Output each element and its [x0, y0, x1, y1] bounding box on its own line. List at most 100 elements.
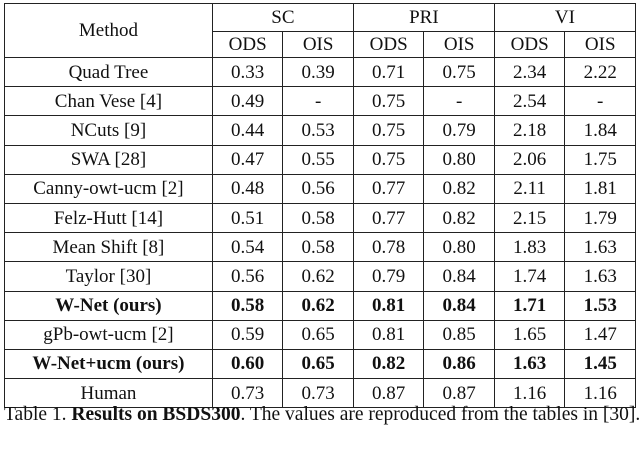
table-row: SWA [28] 0.47 0.55 0.75 0.80 2.06 1.75 [4, 145, 636, 175]
subheader-pri-ods: ODS [353, 31, 425, 58]
method-cell: Human [4, 378, 213, 408]
method-cell: gPb-owt-ucm [2] [4, 320, 213, 350]
method-cell: SWA [28] [4, 145, 213, 175]
value-cell-pri-ods: 0.75 [353, 86, 425, 116]
caption-title: Results on BSDS300 [71, 404, 241, 425]
method-cell: Mean Shift [8] [4, 232, 213, 262]
value-cell-vi-ois: 1.81 [583, 178, 617, 200]
method-cell: Quad Tree [4, 57, 213, 87]
value-cell-pri-ois: - [423, 86, 495, 116]
table-caption: Table 1. Results on BSDS300. The values … [4, 402, 640, 428]
caption-text: . The values are reproduced from the tab… [240, 404, 640, 425]
value-cell-sc-ods: 0.47 [212, 145, 284, 175]
value-cell-vi-ois: 1.79 [583, 207, 617, 229]
value-cell-pri-ods: 0.77 [353, 174, 425, 204]
results-table: Method SC PRI VI ODS OIS ODS OIS ODS OIS… [4, 3, 636, 409]
value-cell-pri-ois: 0.75 [423, 57, 495, 87]
value-cell-vi-ods: 1.71 [494, 291, 566, 321]
value-cell-sc-ods: 0.56 [212, 261, 284, 291]
value-cell-sc-ois: 0.56 [282, 174, 354, 204]
value-cell-vi-ois: 1.16 [583, 382, 617, 404]
table-row: Canny-owt-ucm [2] 0.48 0.56 0.77 0.82 2.11 1.8… [4, 174, 636, 204]
value-cell-sc-ois: 0.58 [282, 232, 354, 262]
value-cell-pri-ods: 0.79 [353, 261, 425, 291]
value-cell-vi-ods: 2.15 [494, 203, 566, 233]
value-cell-sc-ods: 0.44 [212, 115, 284, 146]
value-cell-pri-ois: 0.80 [423, 232, 495, 262]
value-cell-vi-ois: 2.22 [583, 61, 617, 83]
value-cell-sc-ois: 0.62 [282, 261, 354, 291]
value-cell-pri-ois: 0.84 [423, 291, 495, 321]
table-row: Human 0.73 0.73 0.87 0.87 1.16 1.16 [4, 378, 636, 408]
value-cell-sc-ois: 0.39 [282, 57, 354, 87]
value-cell-sc-ods: 0.48 [212, 174, 284, 204]
value-cell-pri-ois: 0.85 [423, 320, 495, 350]
value-cell-pri-ods: 0.75 [353, 115, 425, 146]
method-cell: W-Net+ucm (ours) [4, 349, 213, 379]
value-cell-pri-ois: 0.82 [423, 174, 495, 204]
value-cell-vi-ois: 1.63 [583, 236, 617, 258]
value-cell-sc-ois: 0.65 [282, 349, 354, 379]
method-cell: Chan Vese [4] [4, 86, 213, 116]
value-cell-pri-ois: 0.84 [423, 261, 495, 291]
value-cell-sc-ois: 0.58 [282, 203, 354, 233]
value-cell-pri-ois: 0.86 [423, 349, 495, 379]
group-header-vi: VI [554, 7, 575, 28]
value-cell-vi-ods: 1.83 [494, 232, 566, 262]
value-cell-vi-ods: 1.63 [494, 349, 566, 379]
table-row: W-Net (ours) 0.58 0.62 0.81 0.84 1.71 1.53 [4, 291, 636, 321]
value-cell-vi-ods: 1.65 [494, 320, 566, 350]
method-cell: W-Net (ours) [4, 291, 213, 321]
group-header-pri: PRI [353, 3, 495, 32]
value-cell-sc-ois: 0.65 [282, 320, 354, 350]
value-cell-vi-ois: 1.84 [583, 119, 617, 141]
value-cell-pri-ois: 0.79 [423, 115, 495, 146]
value-cell-sc-ods: 0.49 [212, 86, 284, 116]
table-row: W-Net+ucm (ours) 0.60 0.65 0.82 0.86 1.63 1.45 [4, 349, 636, 379]
value-cell-pri-ods: 0.87 [353, 378, 425, 408]
value-cell-pri-ods: 0.77 [353, 203, 425, 233]
value-cell-vi-ods: 2.11 [494, 174, 566, 204]
value-cell-sc-ois: - [282, 86, 354, 116]
value-cell-sc-ois: 0.55 [282, 145, 354, 175]
value-cell-pri-ods: 0.75 [353, 145, 425, 175]
value-cell-sc-ods: 0.73 [212, 378, 284, 408]
value-cell-vi-ods: 2.18 [494, 115, 566, 146]
value-cell-sc-ois: 0.62 [282, 291, 354, 321]
value-cell-pri-ois: 0.82 [423, 203, 495, 233]
value-cell-pri-ods: 0.81 [353, 320, 425, 350]
value-cell-sc-ods: 0.54 [212, 232, 284, 262]
table-row: Taylor [30] 0.56 0.62 0.79 0.84 1.74 1.63 [4, 261, 636, 291]
value-cell-pri-ois: 0.87 [423, 378, 495, 408]
sub-header-row: ODS OIS ODS OIS ODS OIS [4, 31, 636, 58]
value-cell-vi-ods: 1.16 [494, 378, 566, 408]
value-cell-pri-ods: 0.81 [353, 291, 425, 321]
group-header-sc: SC [212, 3, 354, 32]
value-cell-sc-ods: 0.59 [212, 320, 284, 350]
table-row: NCuts [9] 0.44 0.53 0.75 0.79 2.18 1.84 [4, 115, 636, 146]
value-cell-pri-ods: 0.78 [353, 232, 425, 262]
value-cell-pri-ois: 0.80 [423, 145, 495, 175]
value-cell-sc-ods: 0.33 [212, 57, 284, 87]
value-cell-vi-ois: 1.53 [583, 295, 617, 317]
table-row: Mean Shift [8] 0.54 0.58 0.78 0.80 1.83 1.63 [4, 232, 636, 262]
subheader-vi-ois: OIS [564, 31, 636, 58]
table-body: Quad Tree 0.33 0.39 0.71 0.75 2.34 2.22 Chan Ve… [4, 57, 636, 408]
method-cell: NCuts [9] [4, 115, 213, 146]
value-cell-vi-ods: 2.06 [494, 145, 566, 175]
subheader-vi-ods: ODS [494, 31, 566, 58]
value-cell-vi-ois: 1.47 [583, 324, 617, 346]
group-header-row: Method SC PRI VI [4, 3, 636, 58]
method-cell: Canny-owt-ucm [2] [4, 174, 213, 204]
caption-label: Table 1. [4, 404, 67, 425]
subheader-pri-ois: OIS [423, 31, 495, 58]
method-header: Method [4, 3, 213, 58]
table-row: Quad Tree 0.33 0.39 0.71 0.75 2.34 2.22 [4, 57, 636, 87]
value-cell-vi-ois: 1.75 [583, 149, 617, 171]
subheader-sc-ods: ODS [212, 31, 284, 58]
value-cell-pri-ods: 0.82 [353, 349, 425, 379]
value-cell-sc-ods: 0.51 [212, 203, 284, 233]
value-cell-sc-ods: 0.58 [212, 291, 284, 321]
table-row: Felz-Hutt [14] 0.51 0.58 0.77 0.82 2.15 1.79 [4, 203, 636, 233]
value-cell-sc-ois: 0.53 [282, 115, 354, 146]
